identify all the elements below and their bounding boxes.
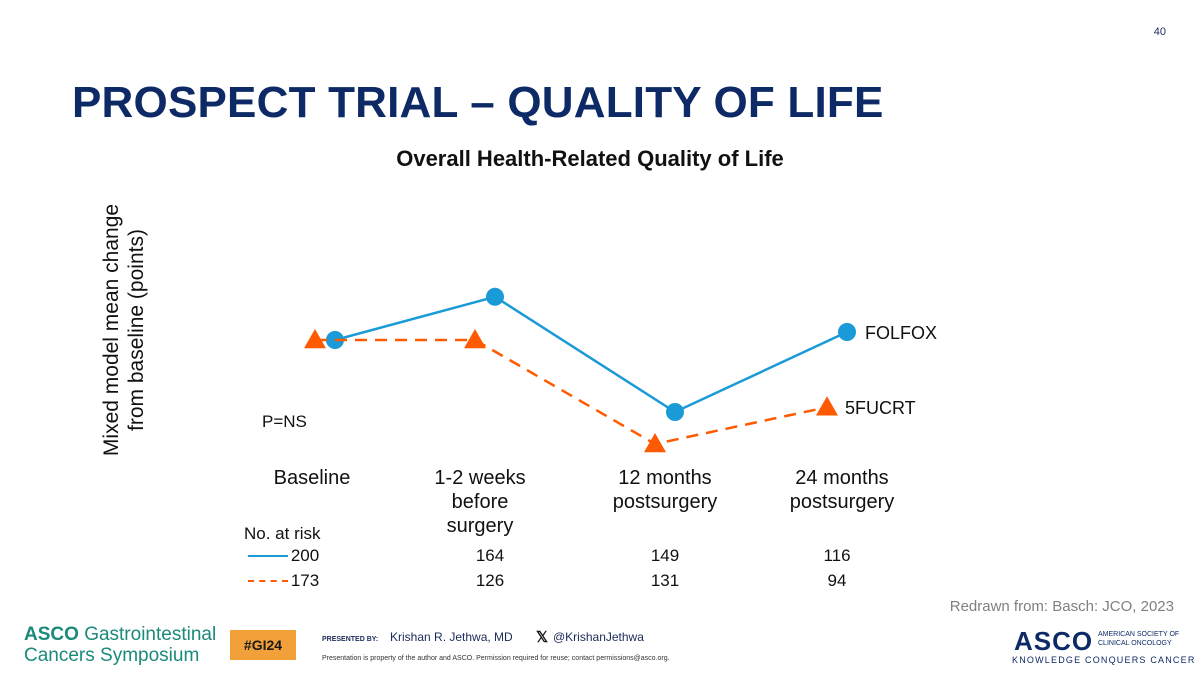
x-tick-label-line: 1-2 weeks: [434, 467, 526, 489]
chart-title: Overall Health-Related Quality of Life: [396, 146, 784, 171]
asco-gi-logo: ASCO Gastrointestinal Cancers Symposium: [24, 624, 216, 666]
asco-gi-logo-rest: Gastrointestinal: [84, 624, 217, 645]
data-point-folfox-2: [666, 403, 684, 421]
series-label-folfox: FOLFOX: [865, 323, 937, 343]
x-tick-label-line: surgery: [446, 515, 514, 537]
presented-by-label: PRESENTED BY:: [322, 636, 379, 643]
presenter-name: Krishan R. Jethwa, MD: [390, 630, 513, 644]
at-risk-5fucrt-12-months: 131: [650, 571, 680, 590]
at-risk-5fucrt-pre-surgery: 126: [475, 571, 505, 590]
p-value-annotation: P=NS: [262, 412, 307, 431]
slide-title: PROSPECT TRIAL – QUALITY OF LIFE: [72, 78, 884, 127]
at-risk-5fucrt-line-icon: [248, 580, 288, 582]
at-risk-folfox-24-months: 116: [823, 546, 851, 565]
at-risk-folfox-12-months: 149: [650, 546, 680, 565]
asco-logo: ASCO: [1014, 626, 1094, 656]
data-point-5fucrt-2: [644, 433, 666, 453]
asco-gi-logo-word: ASCO: [24, 624, 79, 645]
at-risk-folfox-pre-surgery: 164: [475, 546, 505, 565]
data-point-5fucrt-3: [816, 396, 838, 416]
series-label-5fucrt: 5FUCRT: [845, 398, 916, 418]
asco-logo-subtitle: AMERICAN SOCIETY OF CLINICAL ONCOLOGY: [1098, 631, 1180, 647]
at-risk-5fucrt-24-months: 94: [827, 571, 847, 590]
asco-tagline: KNOWLEDGE CONQUERS CANCER: [1012, 655, 1196, 665]
at-risk-title: No. at risk: [244, 524, 321, 543]
x-tick-label-line: postsurgery: [789, 491, 895, 513]
x-tick-label-line: before: [451, 491, 509, 513]
hashtag-badge: #GI24: [230, 630, 296, 660]
at-risk-folfox-baseline: 200: [290, 546, 320, 565]
x-tick-label-line: postsurgery: [612, 491, 718, 513]
series-line-folfox: [334, 295, 848, 414]
x-tick-label-line: 24 months: [795, 467, 889, 489]
x-tick-label-line: 12 months: [618, 467, 712, 489]
x-tick-label-24-months: 24 months postsurgery: [752, 466, 932, 514]
data-point-folfox-3: [838, 323, 856, 341]
at-risk-5fucrt-baseline: 173: [290, 571, 320, 590]
asco-gi-logo-line2: Cancers Symposium: [24, 645, 200, 666]
at-risk-folfox-line-icon: [248, 555, 288, 557]
disclaimer-text: Presentation is property of the author a…: [322, 655, 670, 662]
source-citation: Redrawn from: Basch: JCO, 2023: [949, 598, 1174, 615]
twitter-handle: @KrishanJethwa: [553, 630, 644, 644]
data-point-5fucrt-1: [464, 329, 486, 349]
x-tick-label-line: Baseline: [273, 467, 351, 489]
x-tick-label-baseline: Baseline: [222, 466, 402, 490]
x-tick-label-12-months: 12 months postsurgery: [575, 466, 755, 514]
x-tick-label-pre-surgery: 1-2 weeks before surgery: [390, 466, 570, 538]
x-icon: 𝕏: [536, 629, 549, 646]
series-line-5fucrt: [315, 338, 828, 446]
data-point-5fucrt-0: [304, 329, 326, 349]
slide-number: 40: [1153, 26, 1166, 38]
data-point-folfox-1: [486, 287, 504, 306]
